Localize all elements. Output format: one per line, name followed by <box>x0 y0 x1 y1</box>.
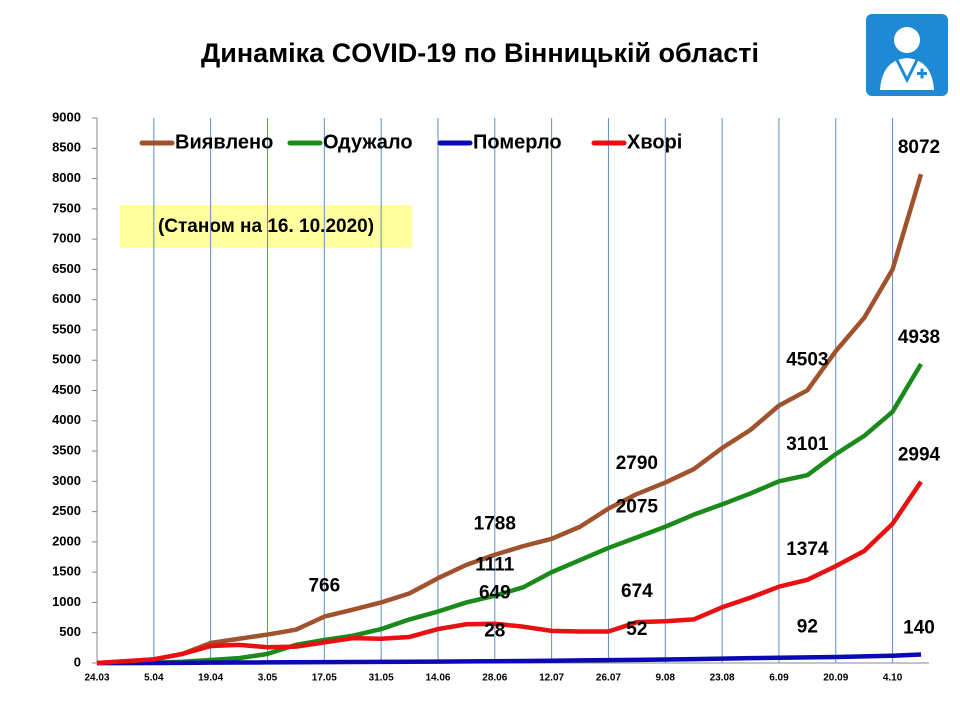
x-tick-label: 20.09 <box>823 673 848 684</box>
data-label: 52 <box>626 619 647 640</box>
data-label: 140 <box>903 618 935 639</box>
series-line <box>96 173 924 666</box>
data-label: 8072 <box>898 137 940 158</box>
chart-title: Динаміка COVID-19 по Вінницькій області <box>201 38 759 68</box>
data-label: 2994 <box>898 445 941 466</box>
y-tick-label: 7500 <box>52 200 81 215</box>
data-label: 1111 <box>475 555 515 576</box>
x-tick-label: 19.04 <box>198 673 223 684</box>
x-tick-label: 26.07 <box>596 673 621 684</box>
y-tick-label: 7000 <box>52 231 81 246</box>
data-label: 2075 <box>616 496 659 517</box>
y-tick-label: 6000 <box>52 291 81 306</box>
x-tick-label: 14.06 <box>425 673 450 684</box>
y-tick-label: 6500 <box>52 261 81 276</box>
legend-label: Одужало <box>323 131 413 153</box>
x-tick-label: 5.04 <box>144 673 164 684</box>
data-label: 1374 <box>786 539 829 560</box>
y-tick-label: 3000 <box>52 473 81 488</box>
x-tick-label: 6.09 <box>769 673 789 684</box>
series-line <box>97 362 923 666</box>
y-tick-label: 4500 <box>52 382 81 397</box>
annotation: (Станом на 16. 10.2020) <box>158 216 374 237</box>
x-tick-label: 17.05 <box>312 673 337 684</box>
data-label: 674 <box>621 581 653 602</box>
y-tick-label: 8000 <box>52 170 81 185</box>
y-tick-label: 4000 <box>52 412 81 427</box>
data-label: 28 <box>484 620 505 641</box>
x-tick-label: 23.08 <box>710 673 735 684</box>
y-tick-label: 2500 <box>52 503 81 518</box>
y-tick-label: 3500 <box>52 442 81 457</box>
y-tick-label: 500 <box>59 624 81 639</box>
y-tick-label: 9000 <box>52 109 81 124</box>
annotation-box <box>120 205 412 248</box>
series-line <box>96 480 923 666</box>
data-label: 2790 <box>616 453 658 474</box>
data-label: 92 <box>797 616 818 637</box>
series-line <box>97 652 922 666</box>
x-tick-label: 24.03 <box>84 673 109 684</box>
y-tick-label: 1000 <box>52 594 81 609</box>
y-tick-label: 2000 <box>52 533 81 548</box>
y-tick-label: 8500 <box>52 140 81 155</box>
y-tick-label: 5500 <box>52 321 81 336</box>
x-tick-label: 9.08 <box>656 673 676 684</box>
x-tick-label: 3.05 <box>258 673 278 684</box>
x-tick-label: 28.06 <box>482 673 507 684</box>
x-tick-label: 4.10 <box>883 673 903 684</box>
data-label: 1788 <box>474 514 516 535</box>
data-label: 3101 <box>786 434 829 455</box>
legend-label: Хворі <box>627 131 682 153</box>
legend-label: Померло <box>473 131 562 153</box>
doctor-icon <box>866 14 948 96</box>
y-tick-label: 0 <box>74 654 81 669</box>
legend-label: Виявлено <box>175 131 273 153</box>
y-tick-label: 5000 <box>52 352 81 367</box>
data-label: 4938 <box>898 327 940 348</box>
x-tick-label: 31.05 <box>369 673 394 684</box>
data-label: 649 <box>479 583 511 604</box>
y-tick-label: 1500 <box>52 564 81 579</box>
data-label: 766 <box>308 576 340 597</box>
x-tick-label: 12.07 <box>539 673 564 684</box>
data-label: 4503 <box>786 349 828 370</box>
